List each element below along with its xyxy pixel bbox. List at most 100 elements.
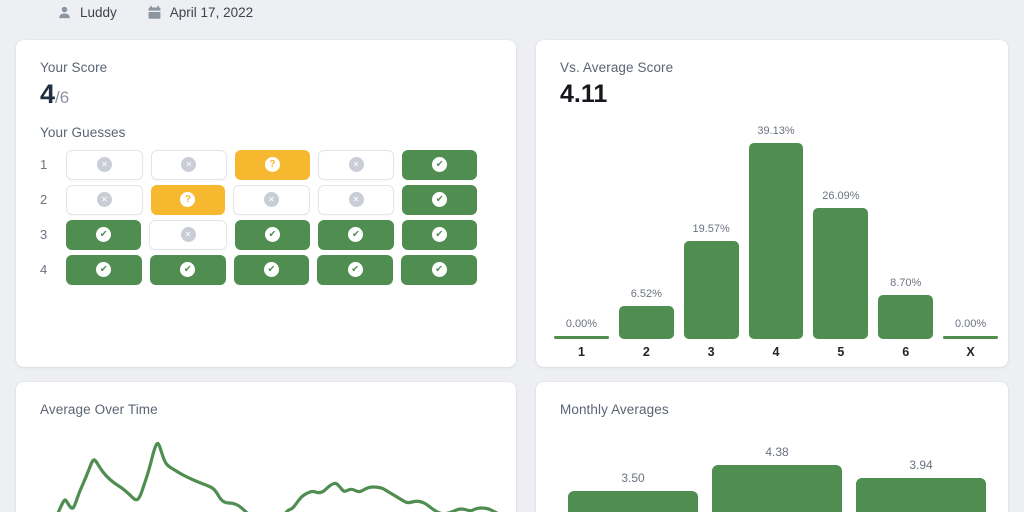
page-header: Luddy April 17, 2022	[57, 1, 253, 23]
distribution-value-label: 26.09%	[822, 190, 860, 202]
distribution-column: 39.13%	[748, 125, 804, 339]
x-circle-icon: ✕	[181, 157, 197, 173]
distribution-value-label: 39.13%	[757, 125, 795, 137]
distribution-axis-label: 4	[772, 345, 780, 359]
distribution-value-label: 8.70%	[890, 277, 922, 289]
distribution-bar	[813, 208, 869, 339]
score-denominator: /6	[55, 88, 70, 107]
your-score-title: Your Score	[40, 60, 108, 75]
distribution-column: 19.57%	[683, 223, 739, 339]
monthly-value-label: 4.38	[765, 445, 789, 459]
guess-cell-correct: ✔	[402, 184, 477, 215]
guess-cell-correct: ✔	[66, 219, 142, 250]
guess-cell-correct: ✔	[401, 219, 478, 250]
monthly-bar	[568, 491, 698, 512]
check-circle-icon: ✔	[431, 262, 447, 278]
monthly-averages-chart: 3.50 4.38 3.94	[568, 442, 986, 512]
question-circle-icon: ?	[180, 192, 196, 208]
monthly-averages-title: Monthly Averages	[560, 402, 669, 417]
monthly-column: 3.50	[568, 471, 698, 512]
distribution-column: 8.70%	[878, 277, 934, 339]
guess-cell-correct: ✔	[318, 219, 394, 250]
distribution-axis-label: X	[966, 345, 975, 359]
guess-row-cells: ✕ ✕? ✕ ✔	[66, 149, 477, 180]
monthly-value-label: 3.50	[621, 471, 645, 485]
guess-row-cells: ✔ ✕ ✔ ✔ ✔	[66, 219, 478, 250]
guess-row-label: 4	[40, 262, 48, 278]
distribution-bar	[748, 143, 804, 339]
monthly-column: 4.38	[712, 445, 842, 512]
guess-cell-present: ?	[150, 184, 226, 215]
vs-average-title: Vs. Average Score	[560, 60, 674, 75]
monthly-bar	[712, 465, 842, 512]
x-circle-icon: ✕	[96, 192, 112, 208]
score-distribution-chart: 0.00% 6.52% 19.57% 39.13% 26.09% 8.70% 0.00% 1…	[554, 121, 999, 359]
guess-cell-correct: ✔	[317, 254, 394, 285]
header-date: April 17, 2022	[147, 5, 253, 20]
guess-cell-correct: ✔	[402, 149, 477, 180]
check-circle-icon: ✔	[347, 262, 363, 278]
header-user: Luddy	[57, 5, 117, 20]
check-circle-icon: ✔	[431, 227, 447, 243]
average-score-value: 4.11	[560, 80, 608, 108]
monthly-averages-card: Monthly Averages 3.50 4.38 3.94	[536, 382, 1008, 512]
x-circle-icon: ✕	[96, 157, 112, 173]
average-over-time-title: Average Over Time	[40, 402, 158, 417]
score-value: 4 /6	[40, 79, 496, 110]
distribution-column: 0.00%	[554, 318, 609, 339]
distribution-column: 26.09%	[813, 190, 869, 339]
guess-cell-correct: ✔	[66, 254, 142, 285]
distribution-bar	[554, 336, 609, 339]
guess-cell-absent: ✕	[66, 149, 143, 180]
distribution-axis-label: 3	[707, 345, 715, 359]
guess-row-label: 3	[40, 227, 48, 243]
guess-row-label: 2	[40, 192, 48, 208]
guess-row: 4 ✔ ✔ ✔ ✔ ✔	[40, 254, 477, 285]
vs-average-score-card: Vs. Average Score 4.11 0.00% 6.52% 19.57% 3…	[536, 40, 1008, 367]
guess-cell-correct: ✔	[149, 254, 226, 285]
guess-cell-correct: ✔	[401, 254, 477, 285]
guess-cell-correct: ✔	[233, 254, 310, 285]
guess-cell-correct: ✔	[234, 219, 311, 250]
distribution-value-label: 0.00%	[565, 318, 598, 330]
check-circle-icon: ✔	[348, 227, 364, 243]
check-circle-icon: ✔	[432, 157, 448, 173]
check-circle-icon: ✔	[263, 262, 279, 278]
guess-row: 3 ✔ ✕ ✔ ✔ ✔	[40, 219, 478, 250]
guess-row-cells: ✔ ✔ ✔ ✔ ✔	[66, 254, 477, 285]
x-circle-icon: ✕	[263, 192, 279, 208]
x-circle-icon: ✕	[180, 227, 196, 243]
distribution-axis-label: 2	[642, 345, 650, 359]
guess-row: 2 ✕? ✕ ✕ ✔	[40, 184, 477, 215]
distribution-value-label: 6.52%	[630, 288, 662, 300]
check-circle-icon: ✔	[180, 262, 196, 278]
distribution-bar	[943, 336, 999, 339]
guess-cell-absent: ✕	[149, 219, 227, 250]
guess-row-cells: ✕? ✕ ✕ ✔	[66, 184, 477, 215]
your-score-card: Your Score 4 /6 Your Guesses 1 ✕ ✕? ✕ ✔ 2 ✕? ✕ ✕…	[16, 40, 516, 367]
average-over-time-chart	[56, 441, 499, 512]
distribution-column: 0.00%	[943, 318, 999, 339]
distribution-bars: 0.00% 6.52% 19.57% 39.13% 26.09% 8.70% 0.00%	[554, 121, 999, 339]
distribution-axis-label: 6	[902, 345, 910, 359]
guess-cell-absent: ✕	[66, 184, 143, 215]
distribution-axis: 1 2 3 4 5 6 X	[554, 345, 998, 359]
monthly-bars: 3.50 4.38 3.94	[568, 442, 986, 512]
question-circle-icon: ?	[264, 157, 280, 173]
distribution-value-label: 19.57%	[692, 223, 730, 235]
distribution-column: 6.52%	[618, 288, 674, 339]
user-name: Luddy	[80, 4, 117, 20]
calendar-icon	[148, 5, 161, 19]
trend-line	[56, 441, 499, 512]
guess-cell-present: ?	[235, 149, 310, 180]
monthly-value-label: 3.94	[909, 458, 933, 472]
guess-cell-absent: ✕	[317, 184, 395, 215]
check-circle-icon: ✔	[265, 227, 281, 243]
check-circle-icon: ✔	[96, 227, 112, 243]
distribution-bar	[618, 306, 674, 339]
check-circle-icon: ✔	[432, 192, 448, 208]
monthly-bar	[856, 478, 986, 512]
average-over-time-card: Average Over Time	[16, 382, 516, 512]
distribution-axis-label: 5	[837, 345, 845, 359]
